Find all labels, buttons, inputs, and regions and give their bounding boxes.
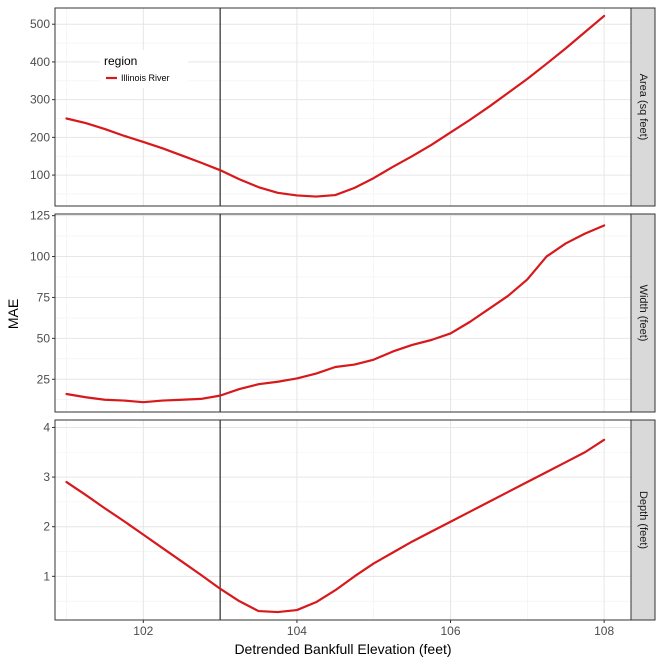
series-line-illinois-river-depth-feet — [65, 438, 606, 614]
x-tick-label: 106 — [441, 624, 461, 638]
y-tick-label: 3 — [43, 470, 50, 484]
facet-strip-area-sq-feet — [630, 7, 656, 207]
facet-strip-depth-feet — [630, 419, 656, 621]
y-tick-label: 50 — [37, 331, 51, 345]
facet-strip-width-feet — [630, 213, 656, 413]
facet-strip-label: Area (sq feet) — [637, 74, 649, 141]
y-tick-label: 1 — [43, 569, 50, 583]
panel-width-feet-background — [55, 214, 631, 412]
panel-depth-feet-background — [55, 420, 631, 620]
x-tick-label: 108 — [594, 624, 614, 638]
y-axis-title: MAE — [5, 299, 21, 329]
facet-strip-label: Width (feet) — [637, 285, 649, 342]
x-axis-title: Detrended Bankfull Elevation (feet) — [234, 641, 451, 657]
y-tick-label: 400 — [30, 55, 50, 69]
legend-label: Illinois River — [121, 73, 170, 83]
legend-background — [100, 50, 188, 88]
y-tick-label: 25 — [37, 372, 51, 386]
y-tick-label: 125 — [30, 209, 50, 223]
y-tick-label: 500 — [30, 17, 50, 31]
y-tick-label: 100 — [30, 168, 50, 182]
facet-strip-label: Depth (feet) — [637, 491, 649, 549]
y-tick-label: 200 — [30, 130, 50, 144]
y-tick-label: 75 — [37, 290, 51, 304]
y-tick-label: 100 — [30, 250, 50, 264]
series-line-illinois-river-area-sq-feet — [65, 14, 606, 198]
panel-area-sq-feet-background — [55, 8, 631, 206]
legend-title: region — [104, 54, 137, 68]
x-tick-label: 104 — [287, 624, 307, 638]
y-tick-label: 300 — [30, 93, 50, 107]
x-tick-label: 102 — [133, 624, 153, 638]
y-tick-label: 2 — [43, 520, 50, 534]
series-line-illinois-river-width-feet — [65, 224, 606, 404]
y-tick-label: 4 — [43, 420, 50, 434]
